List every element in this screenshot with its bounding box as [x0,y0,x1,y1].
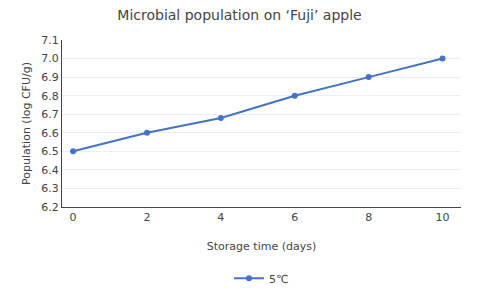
svg-text:6.5: 6.5 [41,145,59,158]
svg-text:7.0: 7.0 [41,52,59,65]
svg-text:6.3: 6.3 [41,182,59,195]
svg-text:6: 6 [291,211,298,224]
svg-text:10: 10 [436,211,450,224]
svg-text:6.6: 6.6 [41,127,59,140]
svg-text:Storage time (days): Storage time (days) [207,240,316,253]
svg-text:6.2: 6.2 [41,201,59,214]
svg-text:6.8: 6.8 [41,90,59,103]
svg-text:8: 8 [365,211,372,224]
svg-text:Population (log CFU/g): Population (log CFU/g) [20,62,33,185]
svg-text:7.1: 7.1 [41,34,59,47]
svg-text:6.4: 6.4 [41,164,59,177]
svg-text:4: 4 [217,211,224,224]
svg-text:5℃: 5℃ [269,273,288,286]
svg-text:0: 0 [70,211,77,224]
svg-text:6.7: 6.7 [41,108,59,121]
svg-text:6.9: 6.9 [41,71,59,84]
svg-text:Microbial population on ‘Fuji’: Microbial population on ‘Fuji’ apple [117,7,361,23]
svg-text:2: 2 [143,211,150,224]
